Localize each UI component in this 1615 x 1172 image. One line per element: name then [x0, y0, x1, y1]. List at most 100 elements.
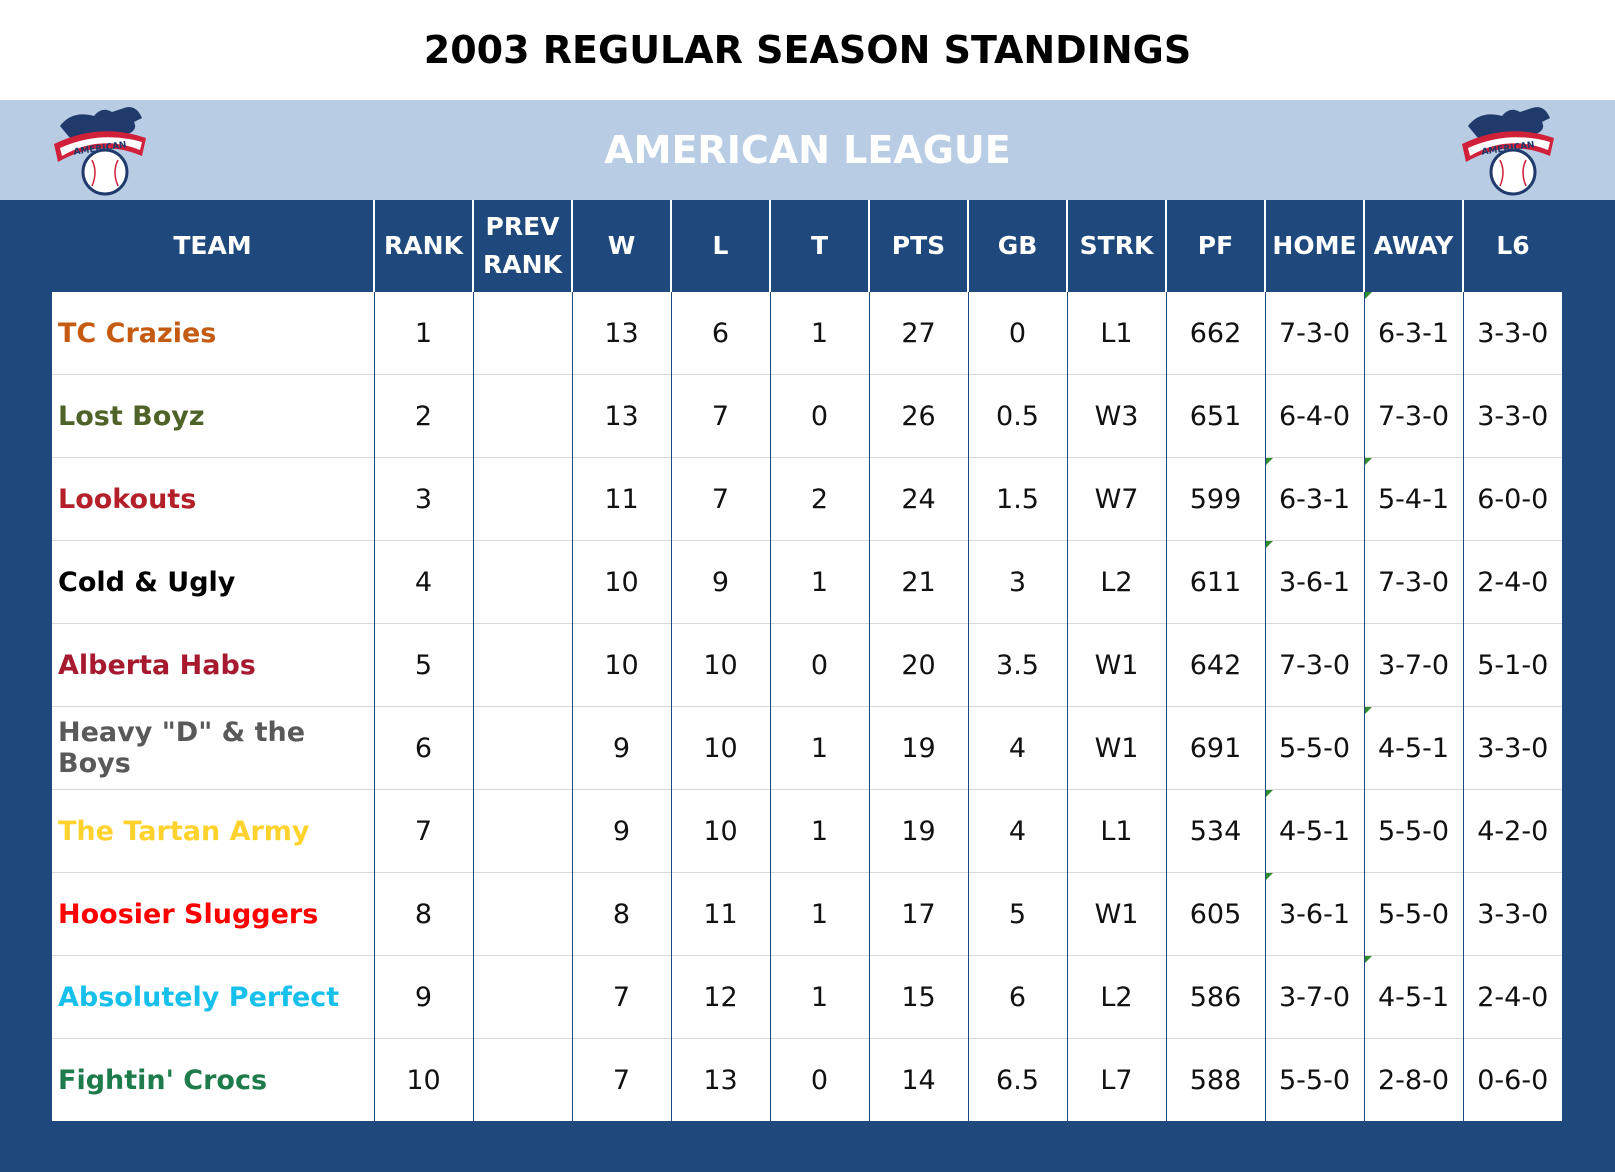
cell-l[interactable]: 7	[670, 374, 770, 458]
cell-prev-rank[interactable]	[472, 623, 572, 707]
team-name-cell[interactable]: Absolutely Perfect	[52, 955, 374, 1039]
cell-l[interactable]: 10	[670, 706, 770, 790]
team-name-cell[interactable]: Hoosier Sluggers	[52, 872, 374, 956]
cell-home[interactable]: 7-3-0	[1264, 623, 1364, 707]
cell-prev-rank[interactable]	[472, 789, 572, 873]
cell-home[interactable]: 3-6-1	[1264, 540, 1364, 624]
cell-l[interactable]: 13	[670, 1038, 770, 1121]
cell-gb[interactable]: 6.5	[967, 1038, 1067, 1121]
comment-indicator[interactable]	[1364, 292, 1372, 299]
cell-l[interactable]: 7	[670, 457, 770, 541]
cell-t[interactable]: 0	[769, 374, 869, 458]
cell-w[interactable]: 13	[571, 292, 671, 375]
cell-w[interactable]: 9	[571, 789, 671, 873]
cell-pts[interactable]: 26	[868, 374, 968, 458]
team-name-cell[interactable]: The Tartan Army	[52, 789, 374, 873]
cell-away[interactable]: 7-3-0	[1363, 540, 1463, 624]
column-header-gb[interactable]: GB	[967, 200, 1067, 292]
cell-rank[interactable]: 2	[373, 374, 473, 458]
column-header-home[interactable]: HOME	[1264, 200, 1364, 292]
cell-w[interactable]: 10	[571, 540, 671, 624]
cell-pts[interactable]: 15	[868, 955, 968, 1039]
cell-l[interactable]: 11	[670, 872, 770, 956]
cell-rank[interactable]: 7	[373, 789, 473, 873]
column-header-away[interactable]: AWAY	[1363, 200, 1463, 292]
cell-l6[interactable]: 0-6-0	[1462, 1038, 1562, 1121]
cell-l6[interactable]: 4-2-0	[1462, 789, 1562, 873]
cell-prev-rank[interactable]	[472, 374, 572, 458]
cell-l[interactable]: 10	[670, 789, 770, 873]
cell-gb[interactable]: 0	[967, 292, 1067, 375]
cell-pf[interactable]: 642	[1165, 623, 1265, 707]
cell-away[interactable]: 3-7-0	[1363, 623, 1463, 707]
cell-rank[interactable]: 1	[373, 292, 473, 375]
cell-strk[interactable]: L2	[1066, 955, 1166, 1039]
cell-w[interactable]: 13	[571, 374, 671, 458]
cell-away[interactable]: 7-3-0	[1363, 374, 1463, 458]
column-header-team[interactable]: TEAM	[173, 231, 252, 260]
cell-gb[interactable]: 4	[967, 789, 1067, 873]
comment-indicator[interactable]	[1265, 458, 1273, 465]
cell-away[interactable]: 2-8-0	[1363, 1038, 1463, 1121]
cell-pts[interactable]: 21	[868, 540, 968, 624]
cell-l[interactable]: 10	[670, 623, 770, 707]
cell-l6[interactable]: 5-1-0	[1462, 623, 1562, 707]
team-name-cell[interactable]: TC Crazies	[52, 292, 374, 375]
comment-indicator[interactable]	[1265, 541, 1273, 548]
team-name-cell[interactable]: Lookouts	[52, 457, 374, 541]
cell-gb[interactable]: 3.5	[967, 623, 1067, 707]
cell-t[interactable]: 0	[769, 623, 869, 707]
cell-gb[interactable]: 4	[967, 706, 1067, 790]
cell-strk[interactable]: W1	[1066, 872, 1166, 956]
cell-l6[interactable]: 6-0-0	[1462, 457, 1562, 541]
cell-gb[interactable]: 5	[967, 872, 1067, 956]
cell-prev-rank[interactable]	[472, 955, 572, 1039]
cell-home[interactable]: 5-5-0	[1264, 1038, 1364, 1121]
comment-indicator[interactable]	[1364, 956, 1372, 963]
column-header-strk[interactable]: STRK	[1066, 200, 1166, 292]
cell-away[interactable]: 6-3-1	[1363, 292, 1463, 375]
cell-gb[interactable]: 6	[967, 955, 1067, 1039]
cell-pts[interactable]: 17	[868, 872, 968, 956]
cell-rank[interactable]: 9	[373, 955, 473, 1039]
column-header-prev-rank[interactable]: PREV RANK	[472, 200, 572, 292]
cell-gb[interactable]: 0.5	[967, 374, 1067, 458]
comment-indicator[interactable]	[1364, 707, 1372, 714]
team-name-cell[interactable]: Lost Boyz	[52, 374, 374, 458]
cell-w[interactable]: 9	[571, 706, 671, 790]
cell-away[interactable]: 5-5-0	[1363, 872, 1463, 956]
cell-gb[interactable]: 3	[967, 540, 1067, 624]
cell-strk[interactable]: L2	[1066, 540, 1166, 624]
cell-home[interactable]: 3-6-1	[1264, 872, 1364, 956]
cell-strk[interactable]: W1	[1066, 706, 1166, 790]
column-header-w[interactable]: W	[571, 200, 671, 292]
cell-strk[interactable]: W3	[1066, 374, 1166, 458]
cell-pts[interactable]: 19	[868, 706, 968, 790]
cell-pf[interactable]: 691	[1165, 706, 1265, 790]
cell-w[interactable]: 10	[571, 623, 671, 707]
cell-away[interactable]: 4-5-1	[1363, 955, 1463, 1039]
cell-l6[interactable]: 3-3-0	[1462, 706, 1562, 790]
cell-home[interactable]: 6-3-1	[1264, 457, 1364, 541]
cell-pts[interactable]: 20	[868, 623, 968, 707]
cell-t[interactable]: 1	[769, 706, 869, 790]
cell-t[interactable]: 0	[769, 1038, 869, 1121]
cell-pts[interactable]: 24	[868, 457, 968, 541]
cell-strk[interactable]: W7	[1066, 457, 1166, 541]
cell-rank[interactable]: 8	[373, 872, 473, 956]
cell-strk[interactable]: L1	[1066, 789, 1166, 873]
cell-t[interactable]: 1	[769, 540, 869, 624]
team-name-cell[interactable]: Cold & Ugly	[52, 540, 374, 624]
cell-away[interactable]: 5-4-1	[1363, 457, 1463, 541]
team-name-cell[interactable]: Alberta Habs	[52, 623, 374, 707]
cell-l6[interactable]: 3-3-0	[1462, 292, 1562, 375]
cell-home[interactable]: 5-5-0	[1264, 706, 1364, 790]
cell-l[interactable]: 12	[670, 955, 770, 1039]
cell-t[interactable]: 2	[769, 457, 869, 541]
cell-l[interactable]: 9	[670, 540, 770, 624]
cell-home[interactable]: 4-5-1	[1264, 789, 1364, 873]
cell-w[interactable]: 7	[571, 1038, 671, 1121]
comment-indicator[interactable]	[1265, 790, 1273, 797]
cell-away[interactable]: 4-5-1	[1363, 706, 1463, 790]
cell-pts[interactable]: 19	[868, 789, 968, 873]
